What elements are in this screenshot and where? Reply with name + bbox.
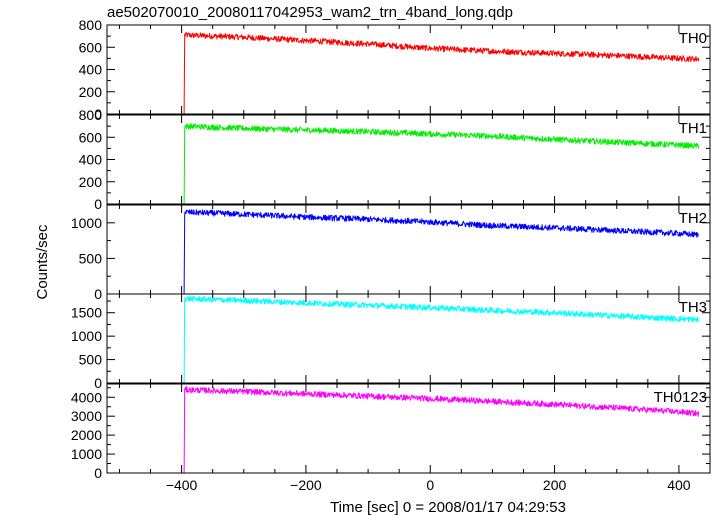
series-line-th3 bbox=[119, 295, 700, 384]
x-tick-label: 400 bbox=[667, 477, 691, 493]
y-tick-label: 400 bbox=[79, 62, 103, 78]
panel-frame bbox=[106, 293, 711, 384]
x-tick-label: −400 bbox=[166, 477, 198, 493]
panel-frame bbox=[106, 383, 711, 474]
y-tick-label: 2000 bbox=[71, 427, 102, 443]
y-tick-label: 4000 bbox=[71, 389, 102, 405]
y-tick-label: 1500 bbox=[71, 305, 102, 321]
y-tick-label: 0 bbox=[94, 375, 102, 391]
panel-frame bbox=[106, 114, 711, 205]
panels-group: 0 200 400 600 800 TH0 0 200 400 600 800 TH1 0 500 1000… bbox=[71, 17, 711, 493]
y-axis-label: Counts/sec bbox=[34, 224, 51, 300]
y-tick-label: 1000 bbox=[71, 328, 102, 344]
x-tick-label: 0 bbox=[426, 477, 434, 493]
y-tick-label: 0 bbox=[94, 286, 102, 302]
series-line-th0123 bbox=[119, 386, 700, 474]
x-tick-label: 200 bbox=[543, 477, 567, 493]
panel-label: TH3 bbox=[679, 299, 707, 316]
x-tick-label: −200 bbox=[290, 477, 322, 493]
y-tick-label: 800 bbox=[79, 107, 103, 123]
panel-label: TH2 bbox=[679, 210, 707, 227]
y-tick-label: 200 bbox=[79, 174, 103, 190]
y-tick-label: 600 bbox=[79, 129, 103, 145]
y-tick-label: 800 bbox=[79, 17, 103, 33]
y-tick-label: 500 bbox=[79, 352, 103, 368]
x-axis-label: Time [sec] 0 = 2008/01/17 04:29:53 bbox=[330, 499, 566, 516]
panel-th0123: 0 1000 2000 3000 4000 TH0123 −400 −200 0 200 400 bbox=[71, 383, 711, 493]
panel-label: TH1 bbox=[679, 120, 707, 137]
panel-label: TH0 bbox=[679, 30, 707, 47]
y-tick-label: 1000 bbox=[71, 215, 102, 231]
y-tick-label: 0 bbox=[94, 465, 102, 481]
y-tick-label: 1000 bbox=[71, 446, 102, 462]
chart-title: ae502070010_20080117042953_wam2_trn_4ban… bbox=[107, 4, 513, 21]
y-tick-label: 0 bbox=[94, 106, 102, 122]
y-tick-label: 0 bbox=[94, 196, 102, 212]
y-tick-label: 3000 bbox=[71, 408, 102, 424]
panel-th0: 0 200 400 600 800 TH0 bbox=[79, 17, 711, 122]
y-tick-label: 500 bbox=[79, 250, 103, 266]
y-tick-label: 600 bbox=[79, 39, 103, 55]
panel-th3: 0 500 1000 1500 TH3 bbox=[71, 293, 711, 391]
y-tick-label: 400 bbox=[79, 152, 103, 168]
panel-frame bbox=[106, 24, 711, 115]
panel-th2: 0 500 1000 TH2 bbox=[71, 204, 711, 302]
panel-label: TH0123 bbox=[654, 389, 707, 406]
series-line-th0 bbox=[119, 31, 700, 115]
y-tick-label: 200 bbox=[79, 84, 103, 100]
series-line-th1 bbox=[119, 123, 700, 205]
panel-th1: 0 200 400 600 800 TH1 bbox=[79, 107, 711, 212]
series-line-th2 bbox=[119, 209, 699, 295]
